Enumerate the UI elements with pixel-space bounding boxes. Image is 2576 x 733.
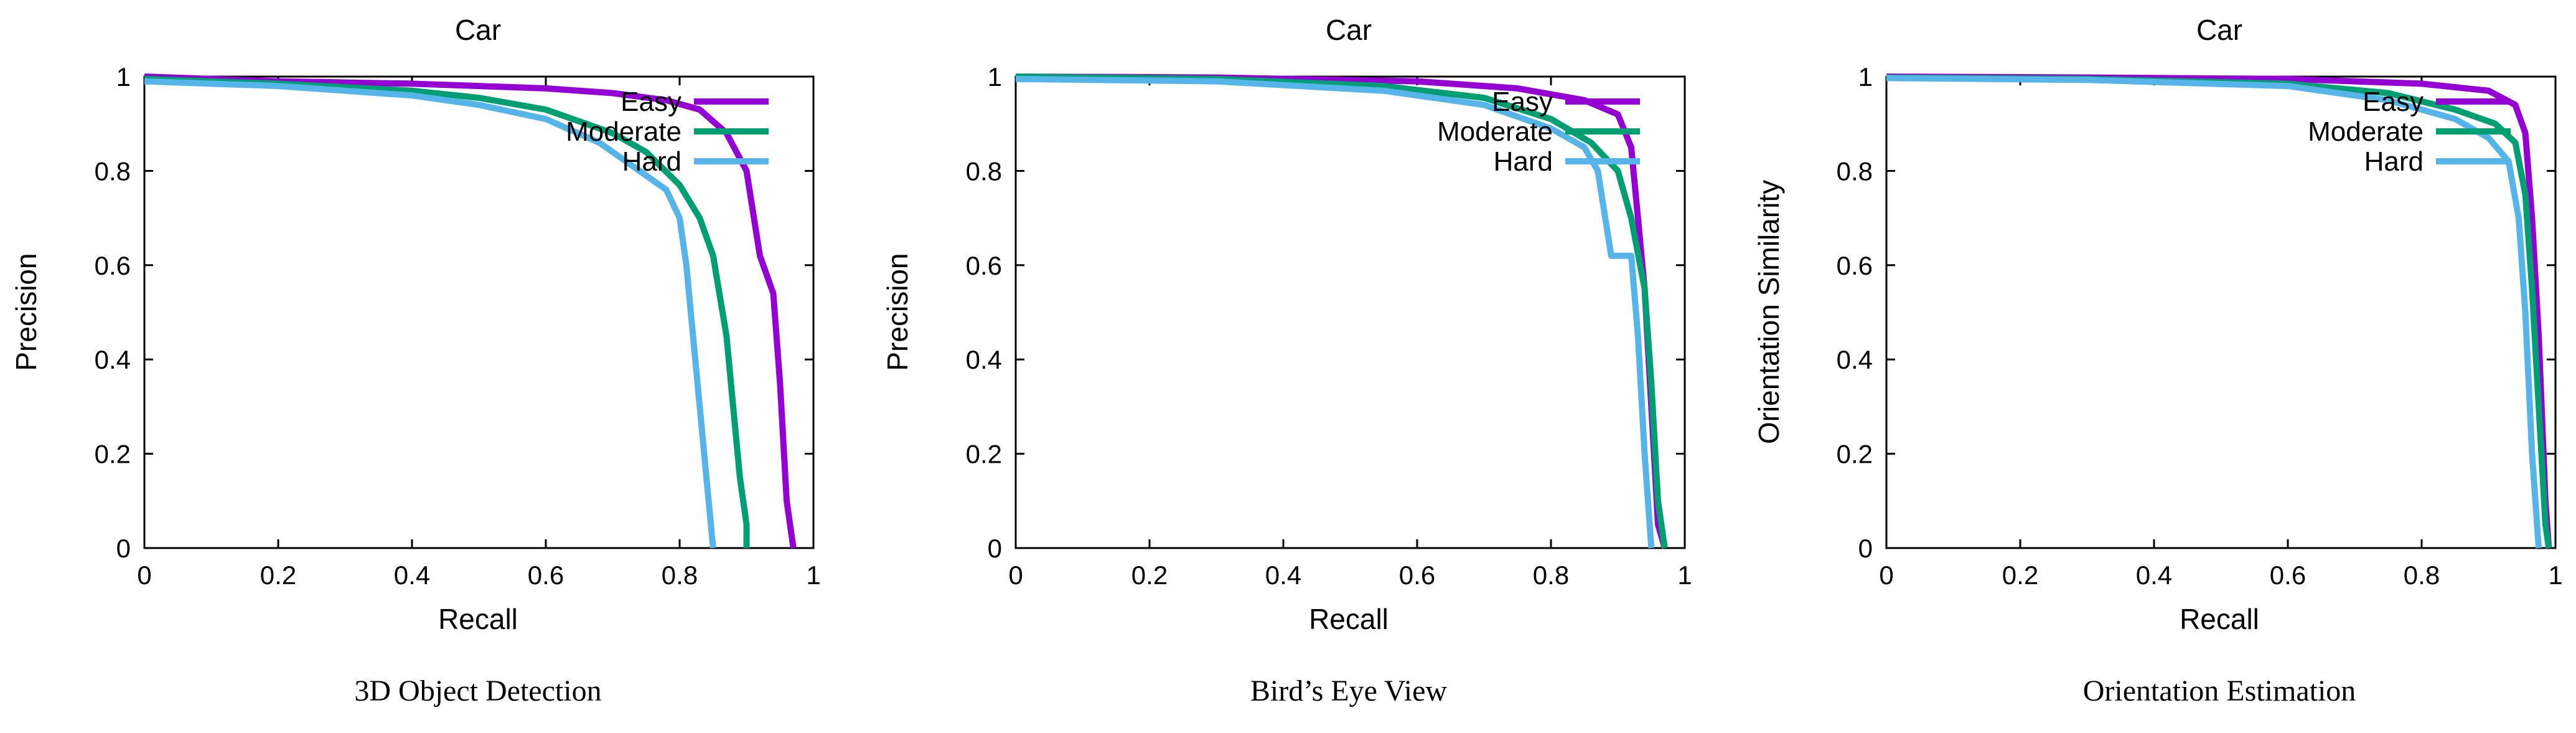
y-axis-label: Precision [881, 253, 914, 371]
plot-frame [143, 75, 815, 549]
series-line-easy [144, 73, 797, 549]
y-axis-label: Orientation Similarity [1753, 180, 1785, 444]
series-line-moderate [144, 75, 750, 548]
chart-title: Car [1326, 14, 1372, 46]
panel-orientation-estimation: Car 0 0.2 0.4 0.6 0.8 1 0 0.2 0.4 0.6 0.8 1 EasyMode… [1753, 14, 2563, 707]
x-tick-label: 0.6 [2270, 560, 2306, 590]
x-tick-label: 0 [1879, 560, 1893, 590]
x-axis-label: Recall [438, 603, 518, 635]
x-tick-label: 0 [1008, 560, 1023, 590]
y-tick-label: 0 [116, 534, 131, 563]
y-tick-label: 0.6 [95, 251, 131, 280]
y-tick-label: 0.4 [95, 345, 131, 374]
y-tick-label: 0.4 [1837, 345, 1873, 374]
y-tick-label: 0.6 [966, 251, 1002, 280]
y-tick-label: 0.2 [966, 440, 1002, 469]
legend-label-moderate: Moderate [2308, 116, 2424, 147]
y-tick-label: 0 [1858, 534, 1873, 563]
x-tick-label: 0.6 [1399, 560, 1435, 590]
x-axis-label: Recall [2180, 603, 2259, 635]
x-tick-label: 0.8 [1533, 560, 1569, 590]
caption: Bird’s Eye View [1250, 674, 1448, 707]
legend-label-moderate: Moderate [566, 116, 681, 147]
y-tick-label: 0.2 [95, 440, 131, 469]
series-line-easy [1886, 73, 2552, 549]
plot-frame [1885, 75, 2557, 549]
y-axis-label: Precision [10, 253, 42, 371]
legend-label-hard: Hard [1494, 146, 1553, 177]
y-tick-label: 0 [988, 534, 1002, 563]
y-tick-label: 0.4 [966, 345, 1002, 374]
series-line-moderate [1015, 73, 1668, 549]
y-tick-label: 0.8 [1837, 156, 1873, 186]
x-tick-label: 0.2 [260, 560, 296, 590]
x-tick-label: 0 [137, 560, 151, 590]
x-tick-label: 1 [1677, 560, 1692, 590]
legend-label-easy: Easy [621, 87, 681, 117]
legend-label-hard: Hard [2364, 146, 2424, 177]
axes: 0 0.2 0.4 0.6 0.8 1 0 0.2 0.4 0.6 0.8 1 EasyModerate… [966, 62, 1692, 590]
series-line-hard [144, 78, 716, 549]
legend-label-moderate: Moderate [1437, 116, 1553, 147]
x-tick-label: 0.4 [2136, 560, 2172, 590]
plot-frame [1014, 75, 1686, 549]
series-line-hard [1886, 75, 2542, 549]
x-tick-label: 1 [2548, 560, 2562, 590]
x-tick-label: 0.4 [1265, 560, 1301, 590]
x-tick-label: 0.8 [2404, 560, 2440, 590]
series-line-hard [1015, 75, 1655, 549]
axes: 0 0.2 0.4 0.6 0.8 1 0 0.2 0.4 0.6 0.8 1 EasyModerate… [95, 62, 821, 590]
legend-label-easy: Easy [1492, 87, 1553, 117]
series-line-moderate [1886, 74, 2552, 549]
chart-title: Car [455, 14, 501, 46]
legend-label-hard: Hard [622, 146, 681, 177]
x-tick-label: 0.2 [1131, 560, 1168, 590]
y-tick-label: 0.8 [95, 156, 131, 186]
y-tick-label: 1 [116, 62, 131, 92]
x-tick-label: 0.2 [2002, 560, 2038, 590]
axes: 0 0.2 0.4 0.6 0.8 1 0 0.2 0.4 0.6 0.8 1 EasyModerate… [1837, 62, 2563, 590]
x-tick-label: 0.4 [394, 560, 430, 590]
panel-3d-object-detection: Car 0 0.2 0.4 0.6 0.8 1 0 0.2 0.4 0.6 0.8 1 EasyMode… [10, 14, 821, 707]
x-tick-label: 0.6 [528, 560, 564, 590]
x-tick-label: 0.8 [662, 560, 698, 590]
y-tick-label: 0.2 [1837, 440, 1873, 469]
chart-title: Car [2196, 14, 2242, 46]
caption: Orientation Estimation [2083, 674, 2356, 707]
y-tick-label: 1 [1858, 62, 1873, 92]
y-tick-label: 0.6 [1837, 251, 1873, 280]
panel-birds-eye-view: Car 0 0.2 0.4 0.6 0.8 1 0 0.2 0.4 0.6 0.8 1 EasyMode… [881, 14, 1692, 707]
y-tick-label: 0.8 [966, 156, 1002, 186]
series-line-easy [1015, 73, 1668, 549]
x-tick-label: 1 [806, 560, 820, 590]
caption: 3D Object Detection [354, 674, 601, 707]
x-axis-label: Recall [1309, 603, 1389, 635]
legend-label-easy: Easy [2363, 87, 2424, 117]
y-tick-label: 1 [988, 62, 1002, 92]
